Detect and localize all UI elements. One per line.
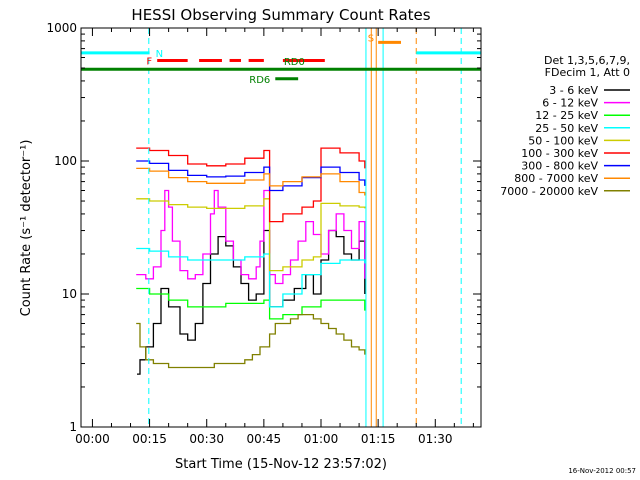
y-tick-label: 100 xyxy=(54,154,77,168)
annotation-label-f: F xyxy=(146,56,152,67)
series-group xyxy=(136,147,366,375)
legend-header-line: Det 1,3,5,6,7,9, xyxy=(544,54,630,67)
legend-label: 300 - 800 keV xyxy=(521,160,598,173)
annotation-label-rd6: RD6 xyxy=(249,75,270,86)
y-tick-label: 10 xyxy=(62,287,77,301)
x-tick-label: 01:15 xyxy=(361,432,396,446)
series-line-2 xyxy=(136,189,366,285)
legend-label: 3 - 6 keV xyxy=(549,84,598,97)
series-line-4 xyxy=(136,247,366,308)
legend-header-line: FDecim 1, Att 0 xyxy=(545,66,630,79)
series-line-6 xyxy=(136,147,366,223)
legend-label: 6 - 12 keV xyxy=(542,97,598,110)
legend-label: 12 - 25 keV xyxy=(535,109,598,122)
legend: Det 1,3,5,6,7,9,FDecim 1, Att 0 3 - 6 keV… xyxy=(500,54,630,198)
legend-label: 800 - 7000 keV xyxy=(514,172,598,185)
x-tick-label: 00:15 xyxy=(132,432,167,446)
x-tick-label: 01:30 xyxy=(418,432,453,446)
series-line-9 xyxy=(136,313,366,369)
legend-label: 100 - 300 keV xyxy=(521,147,598,160)
series-line-8 xyxy=(136,167,366,196)
annotations-group: NF S RD0 RD6 xyxy=(81,33,481,86)
y-axis-label: Count Rate (s⁻¹ detector⁻¹) xyxy=(19,140,34,317)
x-tick-label: 00:45 xyxy=(247,432,282,446)
plot-frame xyxy=(80,27,482,428)
annotation-label-s: S xyxy=(368,33,374,44)
series-line-3 xyxy=(136,287,366,320)
y-tick-label: 1 xyxy=(69,420,77,434)
legend-label: 25 - 50 keV xyxy=(535,122,598,135)
x-tick-label: 00:30 xyxy=(189,432,224,446)
timestamp: 16-Nov-2012 00:57 xyxy=(568,467,636,475)
x-tick-label: 00:00 xyxy=(75,432,110,446)
axes-group: 00:00 00:15 00:30 00:45 01:00 01:15 01:30 1 10 10… xyxy=(46,21,481,446)
series-line-7 xyxy=(136,160,366,192)
x-axis-label: Start Time (15-Nov-12 23:57:02) xyxy=(175,457,387,472)
chart-title: HESSI Observing Summary Count Rates xyxy=(131,6,430,24)
series-line-5 xyxy=(136,198,366,272)
legend-label: 50 - 100 keV xyxy=(528,134,598,147)
y-tick-label: 1000 xyxy=(46,21,77,35)
x-tick-label: 01:00 xyxy=(304,432,339,446)
annotation-label-n: N xyxy=(156,49,163,60)
annotation-label-rd0: RD0 xyxy=(284,57,305,68)
legend-label: 7000 - 20000 keV xyxy=(500,185,598,198)
